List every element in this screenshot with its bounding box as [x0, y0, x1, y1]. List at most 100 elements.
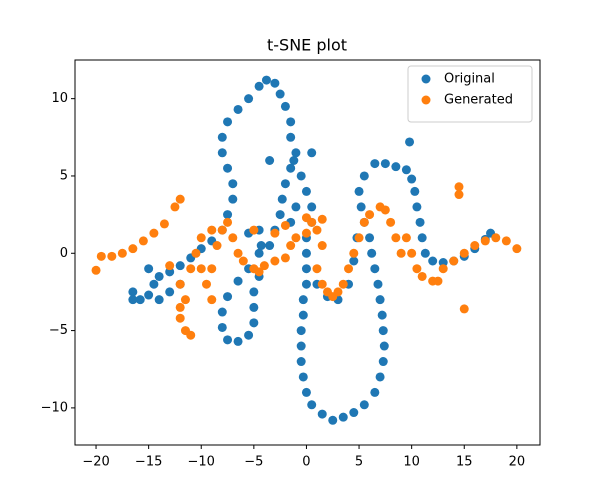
- point: [367, 248, 377, 258]
- y-tick-label: −5: [49, 323, 68, 338]
- point: [207, 264, 217, 274]
- point: [344, 264, 354, 274]
- point: [217, 307, 227, 317]
- point: [286, 241, 296, 251]
- point: [373, 279, 383, 289]
- x-tick-label: 15: [456, 455, 473, 470]
- point: [159, 219, 169, 229]
- point: [254, 81, 264, 91]
- point: [196, 264, 206, 274]
- point: [286, 117, 296, 127]
- plot-frame: [74, 59, 541, 446]
- point: [405, 137, 415, 147]
- point: [328, 415, 338, 425]
- point: [175, 313, 185, 323]
- point: [259, 261, 269, 271]
- point: [249, 318, 259, 328]
- x-tick-label: 5: [355, 455, 363, 470]
- point: [128, 244, 138, 254]
- point: [165, 287, 175, 297]
- point: [291, 148, 301, 158]
- point: [317, 241, 327, 251]
- point: [217, 148, 227, 158]
- legend-swatch: [421, 74, 431, 84]
- point: [298, 372, 308, 382]
- point: [338, 412, 348, 422]
- point: [386, 217, 396, 227]
- point: [380, 159, 390, 169]
- point: [228, 194, 238, 204]
- point: [286, 132, 296, 142]
- point: [286, 163, 296, 173]
- point: [370, 159, 380, 169]
- point: [428, 256, 438, 266]
- point: [349, 408, 359, 418]
- point: [359, 217, 369, 227]
- point: [261, 75, 271, 85]
- point: [470, 241, 480, 251]
- point: [223, 117, 233, 127]
- point: [454, 190, 464, 200]
- point: [375, 372, 385, 382]
- point: [244, 94, 254, 104]
- point: [280, 179, 290, 189]
- legend-label: Original: [444, 72, 495, 87]
- x-tick-label: 0: [302, 455, 310, 470]
- point: [317, 214, 327, 224]
- point: [91, 265, 101, 275]
- point: [175, 194, 185, 204]
- point: [144, 290, 154, 300]
- point: [138, 236, 148, 246]
- point: [202, 279, 212, 289]
- x-tick-label: −20: [82, 455, 109, 470]
- point: [275, 89, 285, 99]
- point: [307, 400, 317, 410]
- point: [349, 248, 359, 258]
- point: [165, 267, 175, 277]
- point: [223, 163, 233, 173]
- point: [107, 251, 117, 261]
- point: [356, 202, 366, 212]
- point: [301, 264, 311, 274]
- point: [275, 210, 285, 220]
- point: [291, 233, 301, 243]
- point: [207, 225, 217, 235]
- legend-label: Generated: [444, 93, 513, 108]
- y-tick-label: 5: [60, 168, 68, 183]
- point: [377, 310, 387, 320]
- point: [96, 251, 106, 261]
- point: [410, 186, 420, 196]
- point: [307, 202, 317, 212]
- point: [333, 287, 343, 297]
- point: [501, 236, 511, 246]
- point: [380, 205, 390, 215]
- point: [117, 248, 127, 258]
- point: [128, 295, 138, 305]
- point: [228, 179, 238, 189]
- point: [491, 233, 501, 243]
- point: [238, 256, 248, 266]
- point: [280, 101, 290, 111]
- y-tick-label: −10: [41, 400, 68, 415]
- point: [401, 233, 411, 243]
- point: [415, 217, 425, 227]
- point: [296, 326, 306, 336]
- point: [512, 244, 522, 254]
- point: [291, 202, 301, 212]
- point: [378, 357, 388, 367]
- point: [417, 271, 427, 281]
- point: [154, 271, 164, 281]
- point: [301, 387, 311, 397]
- point: [249, 287, 259, 297]
- point: [433, 276, 443, 286]
- point: [270, 78, 280, 88]
- point: [249, 225, 259, 235]
- point: [438, 264, 448, 274]
- point: [280, 253, 290, 263]
- y-tick-label: 0: [60, 246, 68, 261]
- point: [254, 267, 264, 277]
- chart-title: t-SNE plot: [267, 36, 347, 55]
- point: [449, 256, 459, 266]
- point: [407, 248, 417, 258]
